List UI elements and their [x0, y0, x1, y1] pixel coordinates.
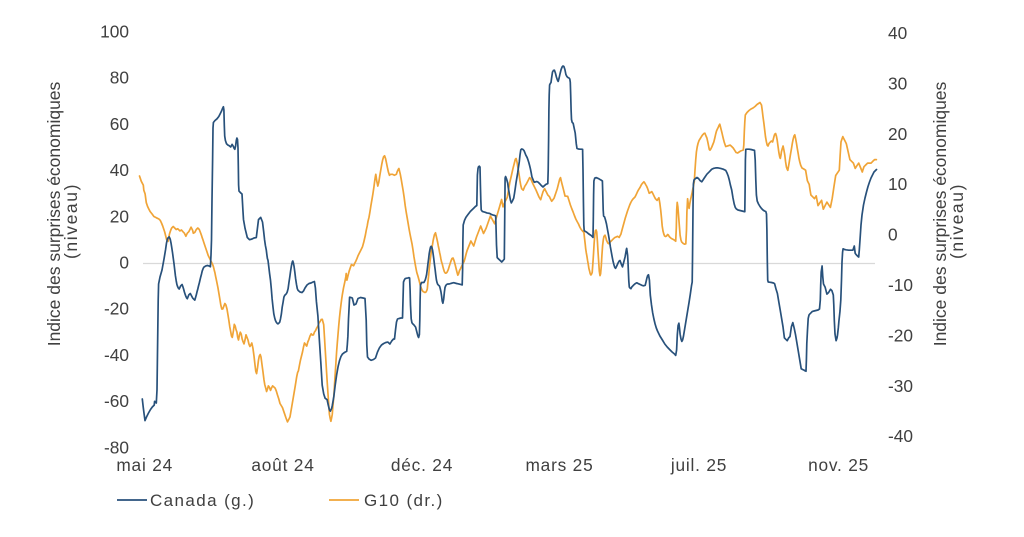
svg-text:-80: -80 [104, 437, 129, 457]
svg-text:-60: -60 [104, 391, 129, 411]
svg-text:Indice des surprises économiqu: Indice des surprises économiques [44, 81, 64, 346]
svg-text:nov. 25: nov. 25 [808, 455, 869, 475]
svg-text:100: 100 [100, 22, 129, 42]
svg-text:-40: -40 [104, 345, 129, 365]
svg-text:(niveau): (niveau) [947, 183, 967, 259]
svg-text:60: 60 [110, 114, 129, 134]
svg-text:40: 40 [110, 160, 129, 180]
svg-text:juil. 25: juil. 25 [670, 455, 727, 475]
svg-text:10: 10 [888, 174, 907, 194]
svg-text:40: 40 [888, 23, 907, 43]
svg-text:20: 20 [888, 124, 907, 144]
svg-text:(niveau): (niveau) [61, 183, 81, 259]
svg-text:août 24: août 24 [251, 455, 314, 475]
svg-text:déc. 24: déc. 24 [391, 455, 453, 475]
svg-text:20: 20 [110, 206, 129, 226]
svg-text:-30: -30 [888, 376, 913, 396]
svg-text:-20: -20 [104, 299, 129, 319]
svg-text:mai 24: mai 24 [116, 455, 173, 475]
svg-text:0: 0 [119, 253, 129, 273]
svg-text:80: 80 [110, 68, 129, 88]
svg-text:Indice des surprises économiqu: Indice des surprises économiques [930, 81, 950, 346]
svg-text:-20: -20 [888, 325, 913, 345]
svg-text:-40: -40 [888, 426, 913, 446]
svg-text:0: 0 [888, 225, 898, 245]
svg-text:mars 25: mars 25 [525, 455, 593, 475]
svg-text:-10: -10 [888, 275, 913, 295]
svg-text:G10 (dr.): G10 (dr.) [364, 491, 444, 510]
svg-text:Canada (g.): Canada (g.) [150, 491, 255, 510]
svg-text:30: 30 [888, 73, 907, 93]
